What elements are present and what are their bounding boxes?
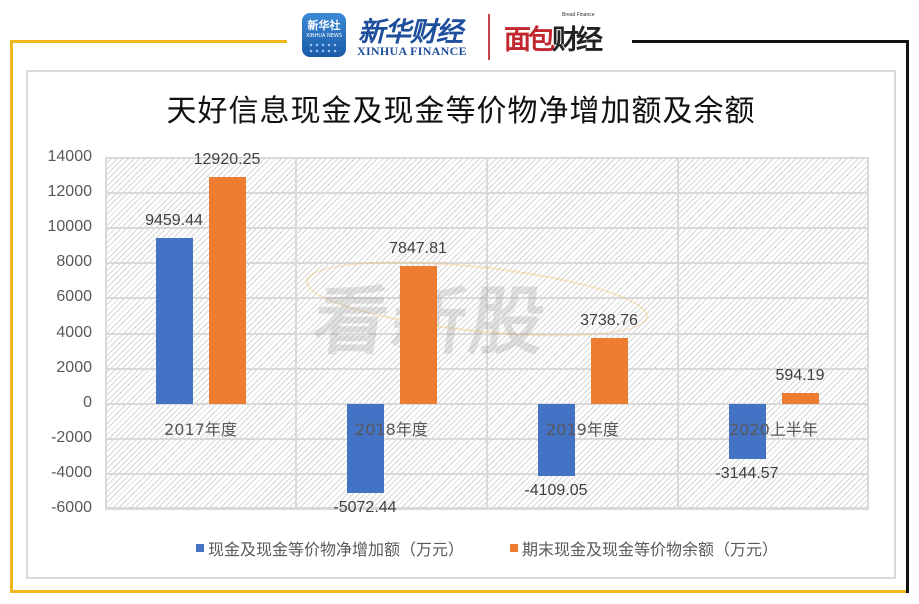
- chart-frame: [26, 70, 896, 579]
- logo-divider: [488, 14, 490, 60]
- x-category-label: 2017年度: [164, 420, 237, 439]
- legend-item-ending-balance: 期末现金及现金等价物余额（万元）: [510, 536, 778, 560]
- y-tick-label: -2000: [51, 428, 92, 446]
- data-label: 12920.25: [193, 150, 261, 168]
- data-label: -3144.57: [715, 464, 779, 482]
- ending-balance-bar: [208, 176, 246, 404]
- y-tick-label: -4000: [51, 463, 92, 481]
- xinhua-finance-logo-cn: 新华财经: [358, 17, 463, 48]
- data-label: 9459.44: [145, 211, 203, 229]
- ending-balance-bar: [781, 393, 819, 404]
- data-label: 7847.81: [389, 239, 447, 257]
- frame-top-yellow-line: [10, 40, 287, 43]
- net-increase-bar: [537, 403, 575, 476]
- bread-finance-logo-en: Bread Finance: [562, 12, 595, 18]
- legend: 现金及现金等价物净增加额（万元） 期末现金及现金等价物余额（万元）: [105, 536, 869, 560]
- frame-top-black-line: [632, 40, 909, 43]
- frame-bottom-yellow-line: [10, 590, 908, 593]
- y-tick-label: 12000: [47, 183, 93, 201]
- y-tick-label: 8000: [56, 253, 92, 271]
- vertical-gridline: [486, 158, 488, 509]
- y-tick-label: 6000: [56, 288, 92, 306]
- data-label: -4109.05: [524, 481, 588, 499]
- frame-left-yellow-line: [10, 40, 13, 593]
- y-tick-label: 0: [83, 393, 92, 411]
- ending-balance-bar: [590, 338, 628, 404]
- legend-swatch-orange: [510, 544, 518, 552]
- frame-right-black-line: [906, 40, 909, 593]
- y-tick-label: 2000: [56, 358, 92, 376]
- network-dots-icon: [308, 42, 340, 54]
- x-category-label: 2020上半年: [729, 420, 818, 439]
- data-label: -5072.44: [333, 498, 397, 516]
- legend-item-net-increase: 现金及现金等价物净增加额（万元）: [195, 536, 464, 560]
- y-tick-label: 10000: [47, 218, 93, 236]
- y-tick-label: 4000: [56, 323, 92, 341]
- xinhua-finance-logo-en: XINHUA FINANCE: [357, 44, 467, 58]
- net-increase-bar: [155, 237, 193, 404]
- net-increase-bar: [728, 403, 766, 459]
- vertical-gridline: [295, 158, 297, 509]
- x-category-label: 2018年度: [355, 420, 428, 439]
- legend-swatch-blue: [195, 544, 204, 552]
- chart-title: 天好信息现金及现金等价物净增加额及余额: [166, 94, 756, 129]
- net-increase-bar: [346, 403, 384, 493]
- vertical-gridline: [677, 158, 679, 509]
- x-category-label: 2019年度: [546, 420, 619, 439]
- gridline: [105, 508, 869, 510]
- data-label: 594.19: [775, 367, 825, 385]
- data-label: 3738.76: [580, 312, 638, 330]
- y-tick-label: -6000: [51, 499, 92, 516]
- xinhua-news-logo-icon: 新华社 XINHUA NEWS: [302, 13, 346, 57]
- ending-balance-bar: [399, 265, 437, 404]
- bread-finance-logo-cn: 面包财经: [504, 25, 603, 56]
- y-tick-label: 14000: [47, 148, 93, 165]
